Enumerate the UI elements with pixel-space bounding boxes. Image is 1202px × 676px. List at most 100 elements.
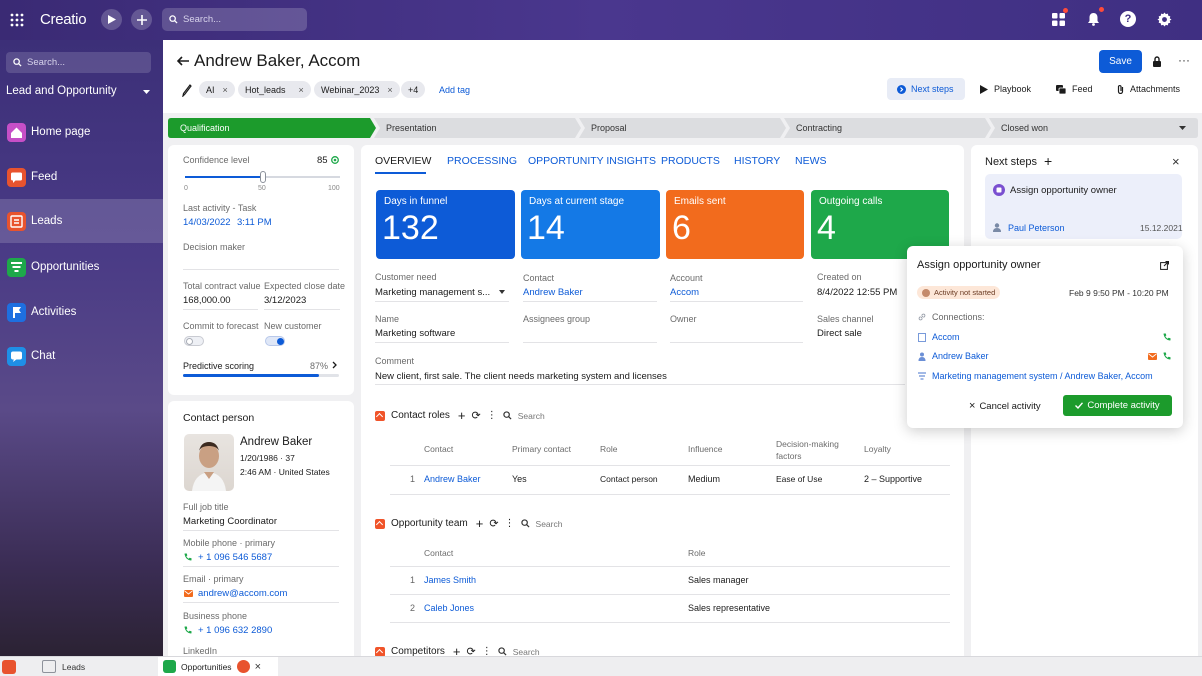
row-contact[interactable]: James Smith	[424, 575, 477, 585]
column-header[interactable]: Contact	[424, 444, 454, 454]
settings-gear-icon[interactable]	[1156, 11, 1172, 27]
add-icon[interactable]: +	[452, 644, 461, 659]
search-icon[interactable]	[520, 519, 530, 528]
column-header[interactable]: Role	[688, 548, 706, 558]
column-header[interactable]: Decision-making factors	[776, 439, 839, 461]
tab-overview[interactable]: OVERVIEW	[375, 155, 432, 167]
refresh-icon[interactable]: ⟳	[466, 646, 476, 658]
remove-tag-icon[interactable]: ×	[222, 84, 228, 95]
tag-chip-more[interactable]: +4	[401, 81, 426, 98]
connection-contact[interactable]: Andrew Baker	[932, 351, 989, 361]
tab-news[interactable]: NEWS	[795, 155, 827, 167]
sidebar-item-leads[interactable]: Leads	[0, 199, 163, 243]
expected-close-value[interactable]: 3/12/2023	[264, 295, 307, 306]
close-icon[interactable]: ×	[1172, 154, 1180, 169]
complete-activity-button[interactable]: Complete activity	[1063, 395, 1172, 416]
global-search[interactable]: Search...	[162, 8, 307, 31]
section-search-placeholder[interactable]: Search	[535, 518, 563, 529]
tag-chip-ai[interactable]: AI ×	[199, 81, 235, 98]
notifications-icon[interactable]	[1085, 7, 1104, 27]
close-tab-icon[interactable]: ×	[254, 660, 261, 673]
row-contact[interactable]: Andrew Baker	[424, 474, 481, 484]
phone-icon[interactable]	[1163, 352, 1171, 360]
lock-icon[interactable]	[1151, 55, 1163, 67]
tag-chip-webinar[interactable]: Webinar_2023 ×	[314, 81, 400, 98]
stage-dropdown-icon[interactable]	[1179, 126, 1186, 130]
name-field-value[interactable]: Marketing software	[375, 328, 456, 339]
collapse-icon[interactable]	[375, 646, 385, 657]
slider-handle[interactable]	[259, 171, 266, 183]
add-tag-link[interactable]: Add tag	[439, 85, 471, 95]
job-title-value[interactable]: Marketing Coordinator	[183, 516, 277, 527]
sidebar-item-chat[interactable]: Chat	[0, 335, 163, 377]
kpi-days-at-current-stage[interactable]: Days at current stage 14	[521, 190, 660, 259]
kpi-days-in-funnel[interactable]: Days in funnel 132	[376, 190, 515, 259]
column-header[interactable]: Loyalty	[864, 444, 891, 454]
tab-processing[interactable]: PROCESSING	[447, 155, 518, 167]
back-arrow-icon[interactable]	[175, 53, 191, 69]
taskbar-tab-leads[interactable]: Leads	[38, 657, 158, 676]
play-button[interactable]	[101, 9, 122, 30]
last-activity-date[interactable]: 14/03/2022	[183, 217, 231, 228]
refresh-icon[interactable]: ⟳	[471, 410, 481, 422]
email-value[interactable]: andrew@accom.com	[198, 588, 288, 599]
next-step-item-person[interactable]: Paul Peterson	[1008, 223, 1065, 233]
stage-proposal[interactable]: Proposal	[591, 123, 627, 133]
playbook-button[interactable]: Playbook	[980, 84, 1031, 94]
attachments-button[interactable]: Attachments	[1117, 84, 1180, 94]
stage-closed-won[interactable]: Closed won	[1001, 123, 1049, 133]
decision-maker-field[interactable]	[183, 269, 339, 270]
column-header[interactable]: Role	[600, 444, 618, 454]
column-header[interactable]: Contact	[424, 548, 454, 558]
row-contact[interactable]: Caleb Jones	[424, 603, 475, 613]
taskbar-tab-opportunities[interactable]: Opportunities ×	[158, 657, 278, 676]
tab-opportunity-insights[interactable]: OPPORTUNITY INSIGHTS	[528, 155, 656, 167]
sidebar-item-opportunities[interactable]: Opportunities	[0, 246, 163, 288]
assignees-group-field[interactable]	[523, 342, 657, 343]
add-icon[interactable]: +	[457, 408, 466, 423]
column-header[interactable]: Influence	[688, 444, 723, 454]
more-options-icon[interactable]: ···	[1178, 53, 1190, 67]
remove-tag-icon[interactable]: ×	[298, 84, 304, 95]
app-logo[interactable]: Creatio	[40, 11, 87, 28]
mobile-phone-value[interactable]: + 1 096 546 5687	[198, 552, 273, 563]
table-row[interactable]: 2 Caleb Jones Sales representative	[390, 595, 950, 622]
search-icon[interactable]	[503, 411, 512, 420]
contact-field-value[interactable]: Andrew Baker	[523, 287, 583, 298]
owner-field[interactable]	[670, 342, 803, 343]
feed-button[interactable]: Feed	[1056, 84, 1093, 94]
kpi-emails-sent[interactable]: Emails sent 6	[666, 190, 804, 259]
avatar[interactable]	[184, 434, 234, 491]
refresh-icon[interactable]: ⟳	[489, 518, 499, 530]
tag-chip-hot-leads[interactable]: Hot_leads ×	[238, 81, 311, 98]
apps-icon[interactable]	[1050, 8, 1068, 27]
phone-icon[interactable]	[1163, 333, 1171, 341]
more-vertical-icon[interactable]: ⋮	[504, 518, 515, 529]
sidebar-item-feed[interactable]: Feed	[0, 156, 163, 198]
sidebar-search[interactable]: Search...	[6, 52, 151, 73]
account-field-value[interactable]: Accom	[670, 287, 700, 298]
business-phone-value[interactable]: + 1 096 632 2890	[198, 625, 273, 636]
sidebar-item-home-page[interactable]: Home page	[0, 111, 163, 153]
open-external-icon[interactable]	[1160, 261, 1169, 270]
contact-name[interactable]: Andrew Baker	[240, 436, 313, 448]
table-row[interactable]: 1 Andrew Baker Yes Contact person Medium…	[390, 466, 950, 494]
collapse-icon[interactable]	[375, 518, 385, 529]
next-steps-button[interactable]: Next steps	[887, 78, 965, 100]
tag-pen-icon[interactable]	[181, 83, 193, 97]
confidence-slider[interactable]	[185, 171, 340, 183]
new-customer-toggle[interactable]	[265, 336, 285, 346]
table-row[interactable]: 1 James Smith Sales manager	[390, 567, 950, 594]
stage-contracting[interactable]: Contracting	[796, 123, 843, 133]
section-search-placeholder[interactable]: Search	[517, 410, 545, 421]
connection-account[interactable]: Accom	[932, 332, 960, 342]
app-grid-icon[interactable]	[8, 11, 26, 29]
more-vertical-icon[interactable]: ⋮	[486, 410, 497, 421]
workspace-selector[interactable]: Lead and Opportunity	[6, 84, 154, 100]
total-contract-value[interactable]: 168,000.00	[183, 295, 231, 306]
add-button[interactable]	[131, 9, 152, 30]
tab-products[interactable]: PRODUCTS	[661, 155, 720, 167]
chevron-right-icon[interactable]	[332, 361, 337, 369]
last-activity-time[interactable]: 3:11 PM	[237, 217, 272, 228]
next-step-item[interactable]: Assign opportunity owner Paul Peterson 1…	[985, 174, 1183, 239]
